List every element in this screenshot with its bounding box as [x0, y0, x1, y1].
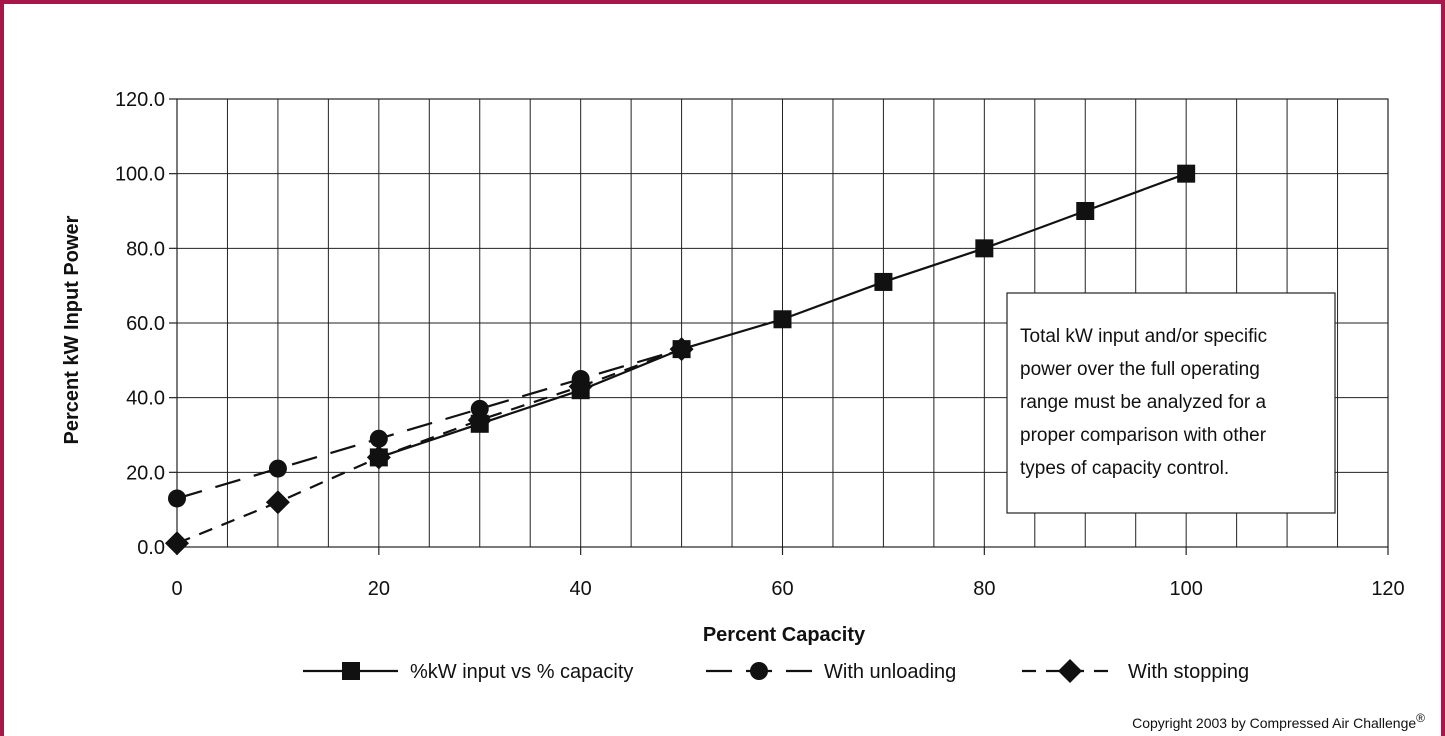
x-tick-label: 40 — [570, 578, 592, 600]
data-point-square — [874, 272, 893, 291]
legend-marker-square — [342, 662, 360, 680]
axis-ticks: 0.0 20.0 40.0 60.0 80.0 100.0 120.0 0 20 40 60 80 10… — [115, 89, 1405, 600]
y-tick-label: 20.0 — [126, 462, 165, 484]
data-point-diamond — [165, 531, 189, 556]
copyright-registered-mark: ® — [1416, 711, 1425, 725]
x-axis-title: Percent Capacity — [703, 624, 866, 646]
legend-label-kw-input: %kW input vs % capacity — [410, 661, 633, 683]
y-tick-label: 40.0 — [126, 388, 165, 410]
y-axis-title: Percent kW Input Power — [61, 215, 83, 444]
x-tick-label: 80 — [973, 578, 995, 600]
annotation-box: Total kW input and/or specific power ove… — [1006, 292, 1336, 514]
annotation-line-5: types of capacity control. — [1020, 458, 1229, 479]
x-tick-label: 120 — [1371, 578, 1404, 600]
data-point-circle — [168, 489, 186, 508]
data-point-square — [1076, 202, 1095, 220]
data-point-circle — [268, 459, 287, 478]
legend-marker-circle — [750, 662, 768, 680]
data-point-square — [470, 414, 489, 433]
x-tick-label: 20 — [368, 578, 390, 600]
data-point-circle — [369, 429, 388, 448]
data-point-square — [369, 448, 388, 467]
series-line-diamond — [176, 348, 682, 545]
legend-label-unloading: With unloading — [824, 661, 956, 683]
annotation-box-border — [1006, 292, 1336, 514]
legend: %kW input vs % capacity With unloading W… — [303, 659, 1249, 683]
y-tick-label: 60.0 — [126, 313, 165, 335]
annotation-line-1: Total kW input and/or specific — [1020, 326, 1267, 347]
x-tick-label: 60 — [771, 578, 793, 600]
data-point-circle — [470, 399, 489, 418]
series-markers — [165, 164, 1196, 556]
copyright-text: Copyright 2003 by Compressed Air Challen… — [1132, 711, 1425, 731]
data-point-square — [1177, 164, 1196, 183]
x-tick-label: 100 — [1169, 578, 1202, 600]
annotation-line-4: proper comparison with other — [1020, 425, 1267, 446]
data-point-square — [773, 310, 792, 329]
data-point-diamond — [265, 490, 290, 515]
data-point-square — [571, 381, 590, 400]
data-point-square — [975, 239, 994, 258]
legend-label-stopping: With stopping — [1128, 661, 1249, 683]
y-tick-label: 80.0 — [126, 238, 165, 260]
series-line-circle — [176, 348, 682, 500]
annotation-line-3: range must be analyzed for a — [1020, 392, 1267, 413]
y-tick-label: 120.0 — [115, 89, 165, 111]
copyright-label: Copyright 2003 by Compressed Air Challen… — [1132, 715, 1416, 731]
x-tick-label: 0 — [171, 578, 182, 600]
legend-marker-diamond — [1058, 659, 1082, 683]
annotation-line-2: power over the full operating — [1020, 359, 1260, 380]
y-tick-label: 0.0 — [137, 537, 165, 559]
y-tick-label: 100.0 — [115, 164, 165, 186]
data-point-square — [672, 340, 691, 359]
